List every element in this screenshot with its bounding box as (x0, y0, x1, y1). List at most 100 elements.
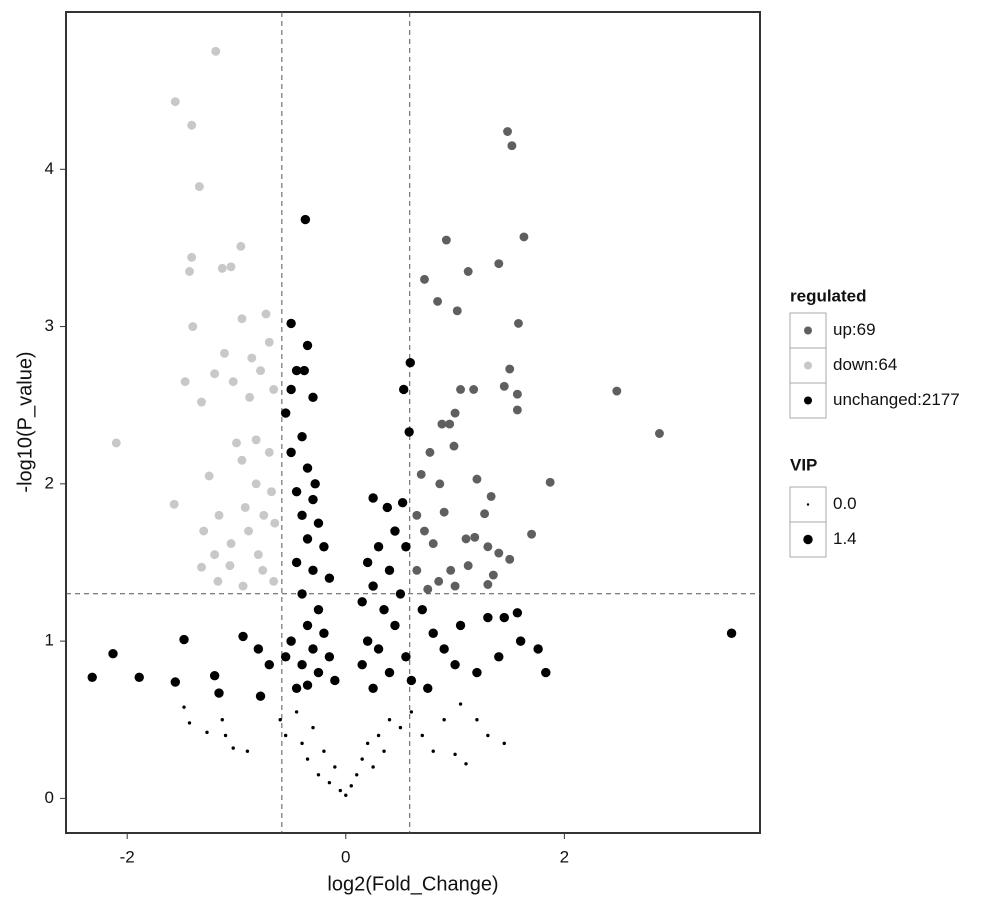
point (204, 471, 214, 481)
point (264, 447, 274, 457)
point (316, 773, 321, 777)
point (300, 214, 311, 225)
legend-title: VIP (790, 455, 817, 474)
point (464, 762, 468, 766)
point (412, 565, 422, 575)
point (108, 649, 118, 659)
point (483, 580, 493, 589)
point (428, 539, 438, 549)
point (416, 469, 426, 479)
point (483, 542, 493, 552)
legend-title: regulated (790, 286, 867, 305)
legend-label: down:64 (833, 355, 897, 374)
point (302, 534, 313, 544)
point (327, 780, 332, 785)
point (333, 765, 337, 769)
point (217, 263, 227, 273)
point (360, 757, 364, 761)
point (209, 671, 220, 681)
point (401, 652, 411, 662)
point (134, 672, 144, 682)
point (446, 565, 456, 575)
legend-label: 0.0 (833, 494, 857, 513)
y-tick-label: 3 (45, 316, 54, 335)
point (450, 581, 460, 591)
point (205, 730, 209, 735)
point (368, 581, 378, 591)
point (505, 364, 515, 374)
point (302, 340, 313, 351)
point (442, 718, 446, 722)
point (449, 441, 459, 451)
point (259, 510, 269, 520)
point (187, 721, 192, 725)
point (463, 561, 473, 571)
point (458, 702, 463, 706)
point (452, 306, 462, 316)
point (428, 628, 438, 638)
legend-marker (804, 361, 812, 370)
point (379, 604, 389, 615)
point (439, 507, 449, 517)
point (423, 584, 433, 594)
point (365, 741, 370, 746)
point (297, 660, 307, 670)
point (319, 542, 329, 552)
point (313, 604, 324, 615)
point (324, 652, 335, 662)
point (494, 548, 504, 558)
point (231, 746, 235, 750)
legend-marker (804, 326, 812, 335)
point (404, 427, 414, 437)
point (197, 562, 206, 572)
point (187, 252, 197, 262)
point (435, 479, 445, 489)
point (87, 672, 97, 682)
point (232, 438, 241, 448)
point (210, 369, 220, 379)
point (437, 419, 447, 429)
point (199, 526, 209, 536)
point (726, 628, 737, 638)
point (512, 389, 522, 399)
point (405, 358, 415, 368)
legend-label: 1.4 (833, 529, 857, 548)
point (545, 477, 555, 487)
point (494, 652, 504, 662)
point (238, 581, 248, 591)
point (310, 479, 320, 489)
point (286, 447, 296, 458)
point (313, 667, 324, 678)
point (319, 628, 329, 638)
point (180, 377, 190, 387)
point (267, 487, 276, 497)
point (376, 733, 381, 738)
point (300, 741, 304, 746)
point (507, 141, 517, 151)
point (247, 353, 257, 363)
point (503, 127, 512, 136)
point (338, 788, 343, 793)
point (423, 683, 433, 694)
point (390, 620, 400, 631)
point (470, 532, 480, 542)
point (225, 561, 235, 571)
point (512, 608, 523, 618)
point (305, 757, 310, 761)
point (527, 529, 537, 539)
point (433, 296, 443, 306)
point (512, 405, 522, 415)
point (409, 710, 414, 714)
legend-label: up:69 (833, 320, 876, 339)
point (494, 259, 504, 269)
point (286, 636, 296, 646)
point (213, 576, 223, 586)
point (373, 542, 384, 552)
y-tick-label: 1 (45, 631, 54, 650)
point (294, 710, 299, 714)
y-tick-label: 2 (45, 473, 54, 492)
point (170, 677, 180, 687)
point (384, 667, 395, 678)
point (286, 318, 296, 329)
point (399, 384, 409, 395)
